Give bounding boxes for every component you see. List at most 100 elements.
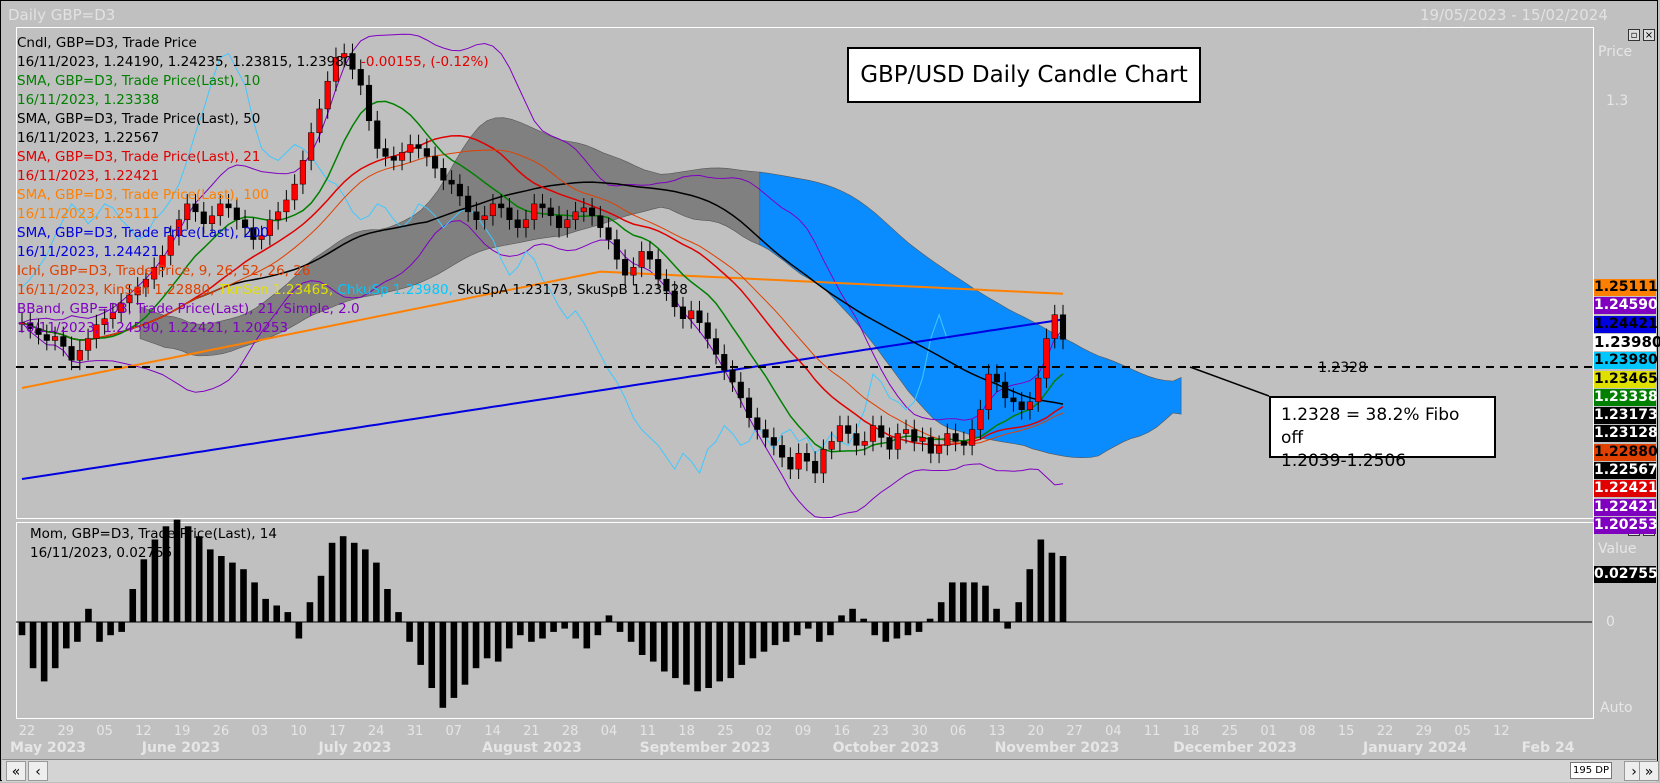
candle-body xyxy=(712,338,720,355)
momentum-bar xyxy=(306,602,314,622)
momentum-pane[interactable] xyxy=(16,522,1594,719)
price-tag: 1.24421 xyxy=(1594,315,1658,333)
legend-line: 16/11/2023, 1.24190, 1.24235, 1.23815, 1… xyxy=(17,53,688,72)
x-tick-label: 27 xyxy=(1066,724,1083,739)
candle-body xyxy=(597,215,604,228)
candle-body xyxy=(911,429,918,442)
legend-line: Ichi, GBP=D3, Trade Price, 9, 26, 52, 26… xyxy=(17,262,688,281)
candle-body xyxy=(101,318,108,325)
candle-body xyxy=(622,259,629,276)
momentum-bar xyxy=(362,549,369,622)
momentum-bar xyxy=(439,622,447,708)
candle-body xyxy=(374,120,381,149)
x-tick-label: 16 xyxy=(833,724,851,739)
x-tick-label: 13 xyxy=(988,724,1006,739)
scroll-left-icon[interactable]: ‹ xyxy=(28,761,48,781)
candle-body xyxy=(1002,381,1009,399)
candle-body xyxy=(547,207,554,217)
x-tick-label: 18 xyxy=(1182,724,1200,739)
momentum-bar xyxy=(583,622,591,649)
x-tick-label: 10 xyxy=(290,724,307,739)
candle-body xyxy=(812,460,819,474)
candle-body xyxy=(985,373,992,410)
candle-body xyxy=(192,203,199,213)
legend-line: SMA, GBP=D3, Trade Price(Last), 100 xyxy=(17,186,688,205)
x-month-label: May 2023 xyxy=(10,740,86,756)
x-month-label: November 2023 xyxy=(994,740,1120,756)
candle-body xyxy=(357,69,364,86)
legend-line: 16/11/2023, 1.24421 xyxy=(17,243,688,262)
candle-body xyxy=(803,453,810,462)
x-tick-label: 18 xyxy=(678,724,695,739)
legend-text: BBand, GBP=D3, Trade Price(Last), 21, Si… xyxy=(17,301,360,317)
x-month-label: June 2023 xyxy=(141,740,221,756)
candle-body xyxy=(663,278,670,292)
price-axis-tick: 1.3 xyxy=(1606,93,1629,109)
candle-body xyxy=(142,278,149,288)
x-tick-label: 01 xyxy=(1260,724,1277,739)
momentum-bar xyxy=(151,539,159,622)
momentum-bar xyxy=(240,569,247,622)
legend-segment: TknSen 1.23465, xyxy=(218,282,338,298)
candle-body xyxy=(382,148,389,157)
x-tick-label: 31 xyxy=(406,724,424,739)
candle-body xyxy=(721,354,728,371)
scroll-end-icon[interactable]: » xyxy=(1639,761,1659,781)
candle-body xyxy=(126,294,133,304)
momentum-bar xyxy=(749,622,757,659)
momentum-bar xyxy=(683,622,690,685)
momentum-bar xyxy=(273,605,281,622)
candle-body xyxy=(481,215,488,221)
candle-body xyxy=(613,239,620,260)
momentum-bar xyxy=(184,526,192,622)
x-tick-label: 07 xyxy=(445,724,463,739)
candle-body xyxy=(233,207,240,220)
legend-segment: SkuSpA 1.23173, SkuSpB 1.23128 xyxy=(457,282,688,298)
pane-close-icon[interactable]: × xyxy=(1643,29,1655,41)
legend-text: SMA, GBP=D3, Trade Price(Last), 10 xyxy=(17,73,261,89)
momentum-bar xyxy=(494,622,502,662)
momentum-bar xyxy=(29,622,37,669)
x-tick-label: 02 xyxy=(755,724,773,739)
value-axis-header: Value xyxy=(1598,541,1637,557)
legend-text: 16/11/2023, 1.24190, 1.24235, 1.23815, 1… xyxy=(17,54,357,70)
candle-body xyxy=(506,207,513,220)
x-tick-label: 28 xyxy=(561,724,579,739)
momentum-bar xyxy=(594,622,602,636)
candle-body xyxy=(423,148,430,157)
momentum-bar xyxy=(550,622,557,632)
legend-line: 16/11/2023, 1.25111 xyxy=(17,205,688,224)
candle-body xyxy=(432,156,439,169)
candle-body xyxy=(564,219,571,228)
scroll-start-icon[interactable]: « xyxy=(6,761,26,781)
sma-200-line xyxy=(21,318,1064,480)
pane-restore-icon[interactable]: ▫ xyxy=(1628,29,1640,41)
candle-body xyxy=(35,328,42,335)
candle-body xyxy=(407,144,414,153)
candle-body xyxy=(646,251,653,260)
momentum-bar xyxy=(251,582,258,622)
candle-body xyxy=(208,215,216,224)
value-axis-auto[interactable]: Auto xyxy=(1600,700,1633,716)
x-tick-label: 09 xyxy=(794,724,812,739)
time-scrollbar[interactable]: « ‹ › » xyxy=(2,759,1659,782)
momentum-bar xyxy=(262,598,269,622)
momentum-bar xyxy=(505,622,513,649)
x-tick-label: 05 xyxy=(96,724,113,739)
x-month-label: October 2023 xyxy=(832,740,940,756)
candle-body xyxy=(68,346,75,361)
momentum-bar xyxy=(804,622,812,629)
candle-body xyxy=(217,203,224,217)
momentum-bar xyxy=(605,615,613,622)
candle-body xyxy=(655,259,662,280)
x-tick-label: 22 xyxy=(18,724,36,739)
x-month-label: January 2024 xyxy=(1363,740,1467,756)
momentum-bar xyxy=(1015,602,1023,622)
candle-body xyxy=(440,168,447,181)
candle-body xyxy=(390,156,397,161)
legend-text: 16/11/2023, 1.25111 xyxy=(17,206,160,222)
candle-body xyxy=(151,267,158,280)
momentum-bar xyxy=(993,608,1000,622)
candle-body xyxy=(688,310,695,319)
candle-body xyxy=(465,195,472,213)
